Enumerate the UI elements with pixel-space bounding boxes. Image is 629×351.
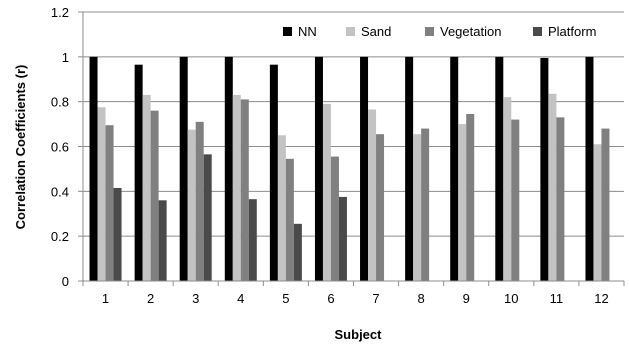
x-axis-title: Subject [335, 327, 383, 342]
legend-swatch-vegetation [425, 27, 434, 36]
bar-sand-subject-4 [232, 94, 241, 281]
y-tick-label: 1.2 [51, 5, 69, 20]
y-tick-label: 0.8 [51, 95, 69, 110]
bar-nn-subject-4 [224, 56, 233, 282]
bar-vegetation-subject-1 [105, 125, 114, 282]
bar-vegetation-subject-11 [556, 117, 565, 281]
legend-label-platform: Platform [548, 24, 596, 39]
x-tick-label: 4 [237, 291, 244, 306]
y-tick-label: 0.6 [51, 140, 69, 155]
x-tick-label: 8 [418, 291, 425, 306]
bar-vegetation-subject-12 [601, 128, 610, 281]
x-tick-label: 5 [282, 291, 289, 306]
bar-sand-subject-1 [97, 107, 106, 281]
bar-vegetation-subject-10 [511, 119, 520, 281]
bar-nn-subject-3 [179, 56, 188, 282]
bar-vegetation-subject-4 [240, 99, 249, 281]
bar-nn-subject-5 [269, 64, 278, 281]
x-tick-label: 2 [147, 291, 154, 306]
y-axis-title: Correlation Coefficients (r) [13, 65, 28, 230]
bar-nn-subject-10 [495, 56, 504, 282]
bar-sand-subject-7 [368, 109, 377, 281]
x-tick-label: 12 [594, 291, 608, 306]
x-tick-label: 1 [102, 291, 109, 306]
legend-swatch-platform [533, 27, 542, 36]
y-tick-labels: 0 0.2 0.4 0.6 0.8 1 1.2 [51, 5, 69, 289]
bar-nn-subject-7 [360, 56, 369, 282]
bar-sand-subject-11 [548, 93, 557, 281]
bar-sand-subject-10 [503, 97, 512, 281]
gridlines [83, 11, 624, 237]
bar-nn-subject-6 [314, 56, 323, 282]
legend-swatch-sand [346, 27, 355, 36]
x-tick-label: 6 [327, 291, 334, 306]
bar-platform-subject-4 [248, 199, 257, 281]
x-tick-label: 9 [463, 291, 470, 306]
axes [78, 11, 625, 286]
bar-sand-subject-12 [593, 144, 602, 281]
bar-vegetation-subject-6 [330, 156, 339, 281]
x-tick-label: 11 [550, 291, 564, 306]
y-tick-label: 0 [62, 274, 69, 289]
x-tick-label: 7 [372, 291, 379, 306]
bar-platform-subject-6 [338, 196, 347, 281]
legend-label-sand: Sand [361, 24, 391, 39]
bar-nn-subject-11 [540, 57, 549, 282]
bar-nn-subject-9 [450, 56, 459, 282]
bar-sand-subject-9 [458, 124, 467, 281]
legend-label-vegetation: Vegetation [440, 24, 501, 39]
bar-vegetation-subject-2 [150, 110, 159, 281]
bar-sand-subject-2 [142, 94, 151, 281]
x-tick-label: 3 [192, 291, 199, 306]
bar-sand-subject-5 [277, 135, 286, 281]
x-tick-label: 10 [504, 291, 518, 306]
x-tick-labels: 1 2 3 4 5 6 7 8 9 10 11 12 [102, 291, 609, 306]
y-tick-label: 0.4 [51, 184, 69, 199]
bar-platform-subject-1 [113, 187, 122, 281]
bar-platform-subject-2 [158, 200, 167, 281]
bar-nn-subject-8 [405, 56, 414, 282]
bar-vegetation-subject-9 [466, 113, 475, 281]
bar-nn-subject-1 [89, 56, 98, 282]
legend-label-nn: NN [298, 24, 317, 39]
bars [89, 56, 610, 282]
legend: NN Sand Vegetation Platform [283, 24, 596, 39]
y-tick-label: 0.2 [51, 229, 69, 244]
bar-sand-subject-6 [322, 103, 331, 282]
bar-sand-subject-8 [413, 134, 422, 281]
bar-vegetation-subject-3 [195, 121, 204, 281]
bar-vegetation-subject-7 [376, 134, 385, 281]
bar-platform-subject-5 [293, 223, 302, 281]
bar-nn-subject-12 [585, 56, 594, 282]
legend-swatch-nn [283, 27, 292, 36]
bar-vegetation-subject-8 [421, 128, 430, 281]
y-tick-label: 1 [62, 50, 69, 65]
bar-sand-subject-3 [187, 129, 196, 281]
bar-vegetation-subject-5 [285, 158, 294, 281]
bar-platform-subject-3 [203, 154, 212, 281]
bar-nn-subject-2 [134, 64, 143, 281]
